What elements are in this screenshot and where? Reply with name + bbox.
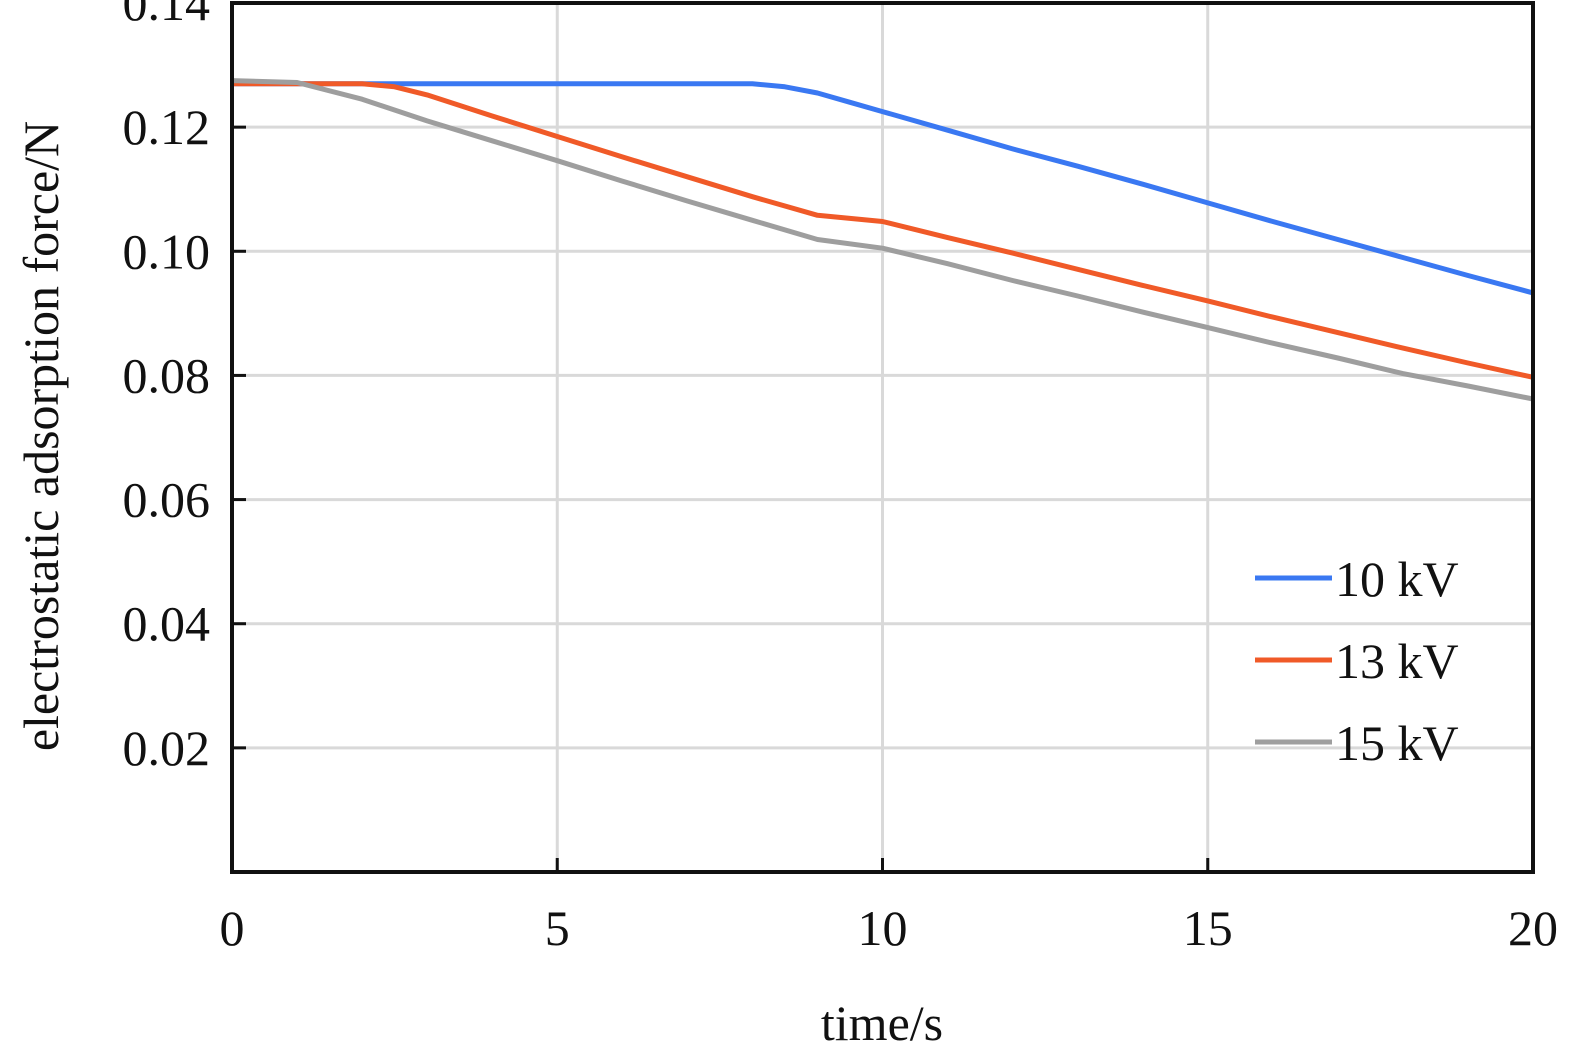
series-line (231, 78, 1534, 402)
y-tick-label: 0.06 (123, 472, 211, 528)
x-axis-label: time/s (821, 995, 943, 1045)
legend-label: 15 kV (1335, 715, 1459, 771)
series-line (232, 81, 1534, 380)
axis-ticks: 0 5 10 15 20 0.02 0.04 0.06 0.08 0.10 0.12 0.14 (123, 0, 1559, 956)
x-tick-label: 0 (220, 900, 245, 956)
x-tick-label: 5 (545, 900, 570, 956)
y-tick-label: 0.12 (123, 99, 211, 155)
y-tick-label: 0.04 (123, 596, 211, 652)
x-tick-label: 15 (1183, 900, 1233, 956)
legend: 10 kV 13 kV 15 kV (1255, 551, 1459, 771)
y-tick-label: 0.14 (123, 0, 211, 31)
y-tick-label: 0.08 (123, 347, 211, 403)
series-line (232, 81, 1534, 296)
x-tick-label: 10 (858, 900, 908, 956)
y-axis-label: electrostatic adsorption force/N (13, 121, 69, 751)
y-tick-label: 0.10 (123, 223, 211, 279)
legend-label: 13 kV (1335, 633, 1459, 689)
y-tick-label: 0.02 (123, 720, 211, 776)
legend-label: 10 kV (1335, 551, 1459, 607)
x-tick-label: 20 (1508, 900, 1558, 956)
series-lines (231, 78, 1534, 402)
